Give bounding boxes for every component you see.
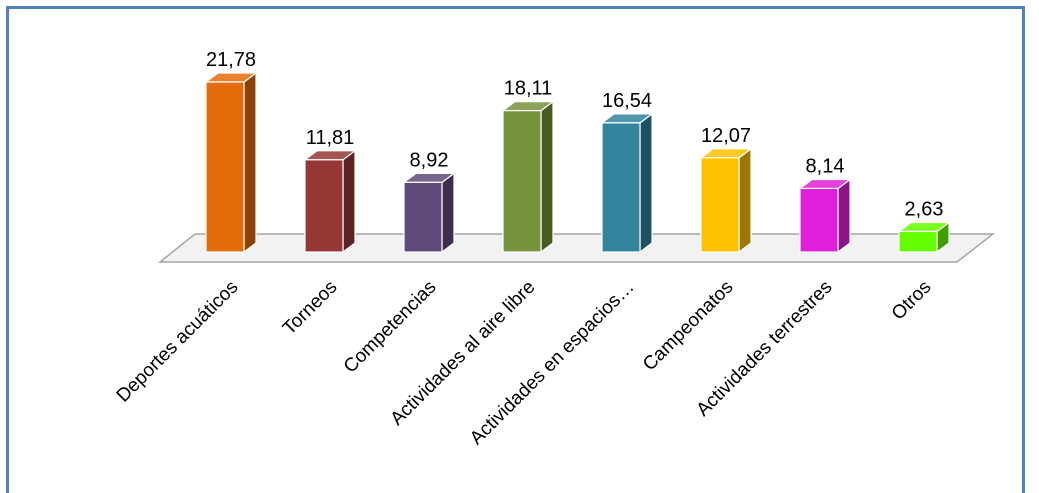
category-label: Campeonatos: [639, 277, 737, 375]
bar-side: [540, 100, 554, 254]
bar-side: [837, 178, 851, 254]
chart-floor: [157, 233, 996, 263]
category-label: Otros: [888, 277, 936, 325]
bar-front: [304, 159, 344, 253]
bar-front: [205, 81, 245, 253]
bar-front: [502, 110, 542, 253]
bar-side: [441, 172, 455, 254]
bar-side: [342, 149, 356, 254]
bar-front: [898, 230, 938, 253]
bar-side: [243, 71, 257, 254]
data-label: 11,81: [306, 127, 355, 149]
bar-front: [403, 181, 443, 253]
data-label: 16,54: [602, 90, 652, 112]
category-label: Competencias: [340, 277, 441, 378]
bar: [600, 112, 654, 254]
bar-front: [799, 187, 839, 253]
bar: [402, 172, 456, 254]
bar: [204, 71, 258, 254]
data-label: 18,11: [504, 78, 553, 100]
bar: [798, 178, 852, 254]
bar-side: [639, 112, 653, 254]
bar-side: [738, 147, 752, 254]
category-label: Deportes acuáticos: [113, 277, 243, 407]
bar: [501, 100, 555, 254]
data-label: 8,14: [806, 155, 845, 177]
data-label: 12,07: [701, 125, 751, 147]
category-label: Torneos: [279, 277, 342, 340]
data-label: 21,78: [206, 49, 256, 71]
data-label: 8,92: [410, 149, 449, 171]
bar-front: [700, 157, 740, 253]
bar-front: [601, 122, 641, 253]
data-label: 2,63: [905, 198, 944, 220]
bar: [303, 149, 357, 254]
bar: [897, 221, 951, 254]
category-label: Actividades en espacios…: [466, 277, 638, 449]
bar: [699, 147, 753, 254]
